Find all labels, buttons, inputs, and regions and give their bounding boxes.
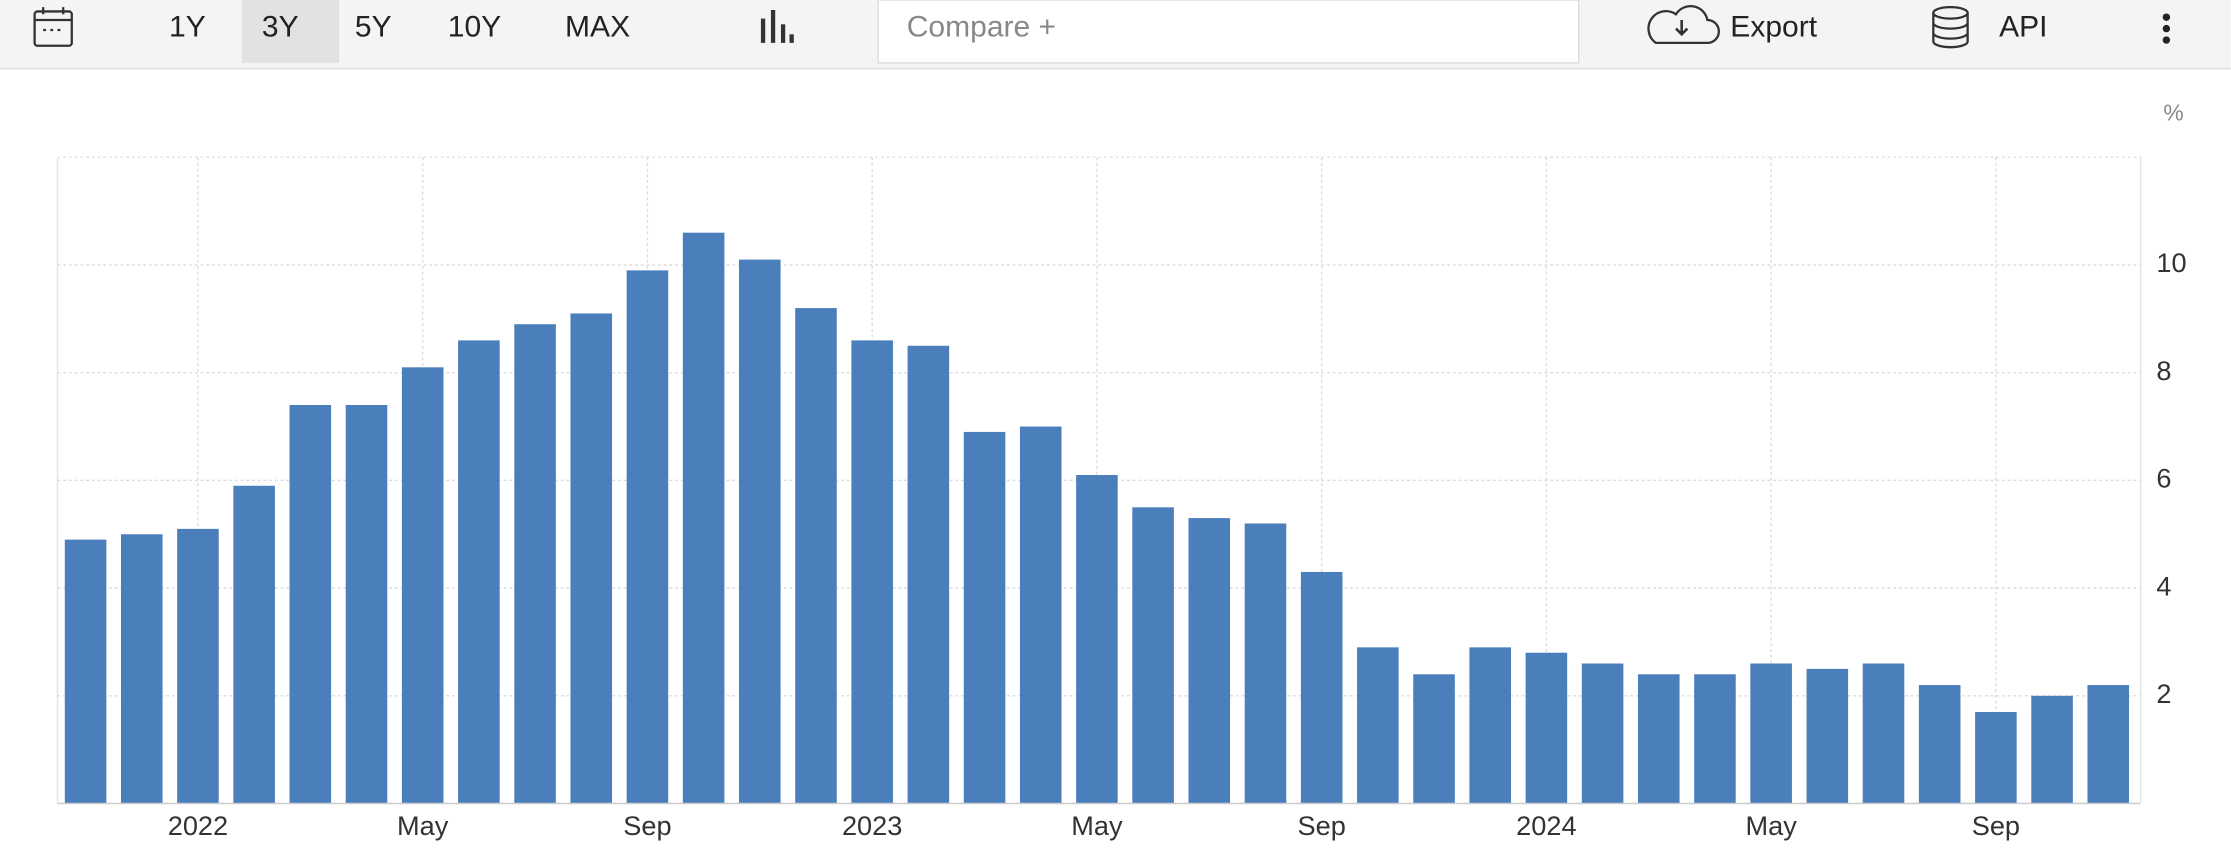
database-icon xyxy=(1932,6,1969,49)
range-button[interactable]: 3Y xyxy=(262,11,299,44)
bar xyxy=(289,405,332,804)
x-tick-label: 2023 xyxy=(842,810,902,841)
y-tick-label: 8 xyxy=(2156,355,2171,386)
more-menu[interactable] xyxy=(2162,13,2171,44)
bar xyxy=(177,528,219,804)
x-tick-label: Sep xyxy=(1297,810,1345,841)
bar xyxy=(2031,695,2073,804)
y-tick-label: 6 xyxy=(2156,463,2171,494)
bar xyxy=(1300,571,1343,804)
bar xyxy=(120,534,163,804)
bar xyxy=(1637,674,1680,804)
bar xyxy=(626,270,669,804)
api-label: API xyxy=(1999,11,2047,44)
range-selected-bg xyxy=(241,0,340,63)
bar xyxy=(1132,507,1174,804)
bar xyxy=(1975,711,2017,804)
bar xyxy=(682,232,725,804)
bar xyxy=(1694,674,1736,804)
bar xyxy=(1469,647,1511,804)
bar xyxy=(1581,663,1624,804)
range-button[interactable]: MAX xyxy=(565,11,630,44)
bar xyxy=(514,324,556,804)
bar xyxy=(1188,518,1231,804)
bar xyxy=(1413,674,1455,804)
y-unit: % xyxy=(2163,99,2183,125)
bar xyxy=(963,431,1006,804)
calendar-icon[interactable] xyxy=(33,7,73,47)
bar xyxy=(1862,663,1905,804)
bar xyxy=(458,340,500,804)
bar xyxy=(1525,652,1568,804)
x-tick-label: Sep xyxy=(623,810,671,841)
bar xyxy=(233,485,275,804)
bar xyxy=(2087,685,2130,804)
range-button[interactable]: 5Y xyxy=(355,11,392,44)
x-tick-label: May xyxy=(1071,810,1123,841)
bar xyxy=(851,340,893,804)
x-tick-label: May xyxy=(397,810,449,841)
range-button[interactable]: 10Y xyxy=(448,11,501,44)
bar xyxy=(1918,685,1961,804)
bar xyxy=(1750,663,1792,804)
download-arrow xyxy=(1675,20,1689,37)
x-tick-label: Sep xyxy=(1972,810,2020,841)
x-tick-label: 2024 xyxy=(1516,810,1576,841)
export-label: Export xyxy=(1730,11,1817,44)
bar xyxy=(1244,523,1287,804)
bar xyxy=(64,539,107,804)
export-button[interactable]: Export xyxy=(1647,4,1818,45)
api-button[interactable]: API xyxy=(1932,6,2047,49)
compare-placeholder: Compare + xyxy=(907,11,1056,44)
x-tick-label: 2022 xyxy=(168,810,228,841)
bar xyxy=(907,345,950,804)
compare-input[interactable] xyxy=(877,0,1580,64)
bar xyxy=(795,308,837,804)
bar xyxy=(1076,475,1118,804)
bar xyxy=(345,405,388,804)
range-button[interactable]: 1Y xyxy=(169,11,206,44)
bar xyxy=(1019,426,1062,804)
bar xyxy=(739,259,781,804)
bar xyxy=(1806,668,1849,804)
y-tick-label: 2 xyxy=(2156,678,2171,709)
bar xyxy=(570,313,613,804)
bar xyxy=(1357,647,1399,804)
cloud-icon xyxy=(1647,4,1720,45)
y-tick-label: 4 xyxy=(2156,570,2171,601)
chart-type-icon[interactable] xyxy=(760,10,794,43)
x-tick-label: May xyxy=(1745,810,1797,841)
bar xyxy=(401,367,444,804)
y-tick-label: 10 xyxy=(2156,247,2186,278)
